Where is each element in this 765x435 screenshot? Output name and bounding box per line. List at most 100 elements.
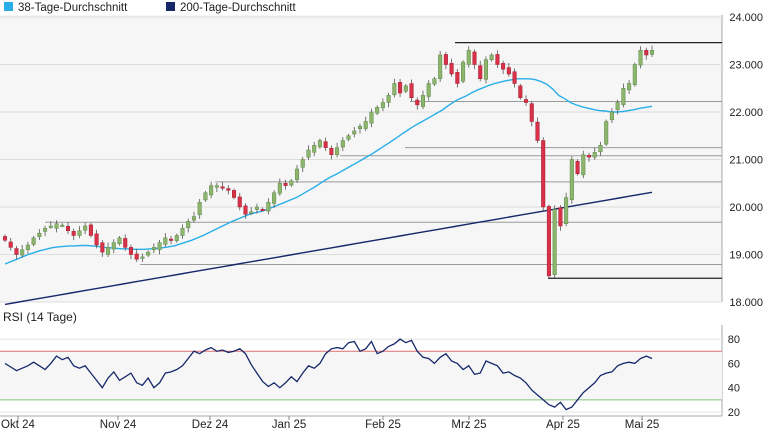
candle bbox=[117, 235, 122, 246]
candle bbox=[169, 235, 174, 245]
candle bbox=[558, 205, 563, 231]
price-tick-label: 19.000 bbox=[729, 250, 763, 262]
candle bbox=[65, 222, 71, 235]
candle-body-down bbox=[558, 207, 563, 227]
candle bbox=[226, 185, 231, 195]
price-tick-label: 21.000 bbox=[729, 155, 763, 167]
candle bbox=[432, 76, 437, 86]
candle bbox=[146, 250, 151, 258]
candle-body-up bbox=[174, 235, 179, 242]
candle bbox=[621, 83, 626, 108]
candle bbox=[300, 156, 305, 173]
candle-body-down bbox=[128, 247, 133, 255]
rsi-tick-label: 60 bbox=[728, 358, 740, 370]
candle-body-up bbox=[581, 154, 586, 176]
candle bbox=[134, 249, 139, 262]
candle-body-up bbox=[157, 242, 162, 250]
candle-body-up bbox=[312, 145, 317, 153]
candle bbox=[197, 198, 202, 219]
candle-body-down bbox=[232, 190, 237, 198]
candle-body-up bbox=[186, 221, 191, 229]
candle-body-up bbox=[592, 152, 597, 158]
candle-body-down bbox=[644, 50, 649, 56]
candle bbox=[369, 108, 374, 128]
candle-body-up bbox=[20, 249, 25, 256]
candle bbox=[283, 179, 288, 190]
candle bbox=[203, 190, 208, 202]
candle bbox=[461, 60, 466, 84]
candle-body-up bbox=[151, 247, 156, 251]
candle-body-down bbox=[586, 155, 592, 158]
candle bbox=[380, 98, 385, 112]
candle bbox=[426, 80, 431, 101]
candle bbox=[506, 62, 511, 77]
candle-body-up bbox=[461, 61, 466, 82]
candle-body-up bbox=[426, 83, 431, 97]
candle-body-down bbox=[323, 141, 328, 148]
candle bbox=[106, 242, 111, 258]
candle bbox=[243, 203, 248, 219]
candle bbox=[2, 234, 8, 243]
candle-body-down bbox=[415, 99, 420, 106]
candle-body-down bbox=[541, 140, 546, 208]
candle-body-up bbox=[638, 50, 643, 66]
candle bbox=[392, 78, 397, 98]
candle bbox=[191, 211, 196, 223]
candle-body-up bbox=[289, 180, 294, 186]
candle bbox=[638, 46, 643, 69]
candle bbox=[546, 204, 551, 278]
candle-body-up bbox=[300, 159, 305, 168]
candle-body-down bbox=[529, 103, 534, 122]
candle-body-down bbox=[243, 205, 248, 215]
candle bbox=[449, 58, 454, 77]
candle-body-down bbox=[472, 51, 477, 65]
candle-body-up bbox=[466, 50, 471, 65]
candle bbox=[489, 53, 494, 62]
candle bbox=[466, 46, 471, 68]
candle bbox=[375, 105, 380, 116]
candle-body-up bbox=[117, 237, 122, 245]
candle-body-down bbox=[495, 54, 500, 65]
candle-body-down bbox=[2, 236, 8, 241]
candle-body-up bbox=[609, 111, 614, 121]
candle-body-up bbox=[615, 102, 620, 110]
candle bbox=[340, 137, 345, 152]
candle-body-down bbox=[65, 225, 71, 232]
candle bbox=[209, 181, 214, 199]
candle-body-up bbox=[140, 256, 145, 259]
candle bbox=[123, 234, 128, 251]
candle-body-down bbox=[398, 82, 403, 94]
price-tick-label: 20.000 bbox=[729, 202, 763, 214]
candle-body-up bbox=[357, 126, 363, 129]
candle-body-up bbox=[352, 130, 357, 135]
candle-body-down bbox=[455, 72, 460, 84]
candle-body-down bbox=[14, 248, 19, 255]
candle-body-up bbox=[214, 185, 219, 188]
candle bbox=[346, 133, 351, 142]
candle-body-up bbox=[277, 183, 282, 194]
candle-body-up bbox=[369, 111, 374, 124]
legend-swatch bbox=[166, 2, 175, 11]
candle bbox=[535, 117, 540, 144]
candle bbox=[529, 101, 534, 127]
x-tick-label: Apr 25 bbox=[546, 419, 580, 430]
candle-body-down bbox=[226, 188, 231, 191]
candle-body-down bbox=[449, 63, 454, 75]
candle-body-up bbox=[392, 83, 397, 96]
candle-body-up bbox=[552, 209, 557, 275]
candle bbox=[43, 225, 48, 237]
candle bbox=[14, 245, 19, 260]
candle bbox=[88, 222, 93, 238]
candle-body-up bbox=[438, 54, 443, 79]
x-tick-label: Jan 25 bbox=[272, 419, 307, 430]
candle-body-up bbox=[621, 88, 626, 106]
legend-label: 200-Tage-Durchschnitt bbox=[180, 2, 297, 14]
candle-body-down bbox=[443, 54, 448, 65]
candle-body-up bbox=[203, 192, 208, 201]
candle-body-down bbox=[71, 231, 76, 236]
candle bbox=[31, 235, 36, 247]
candle bbox=[180, 224, 185, 239]
candle bbox=[83, 222, 88, 235]
legend-label: 38-Tage-Durchschnitt bbox=[18, 2, 128, 14]
